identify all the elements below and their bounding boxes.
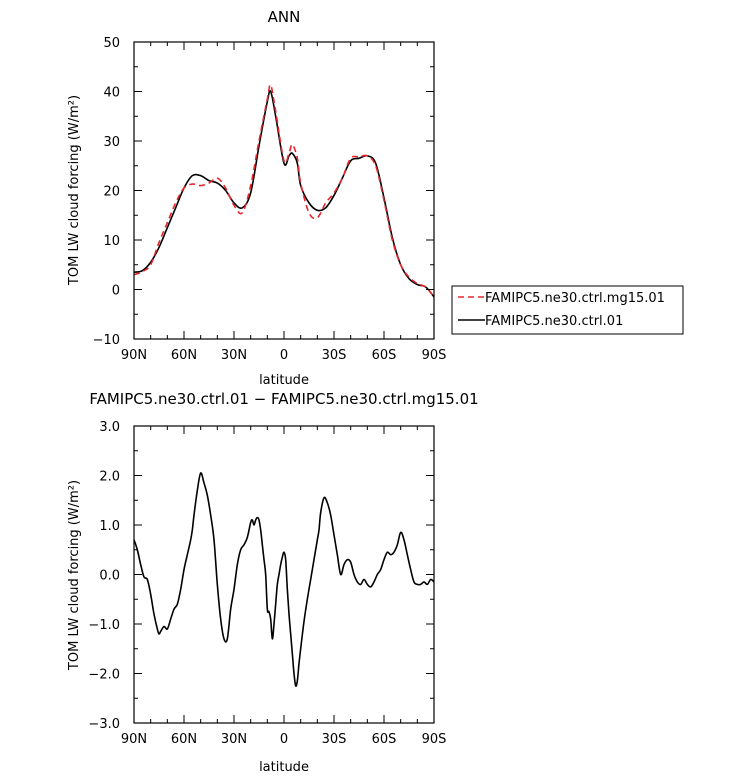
bottom-x-axis-title: latitude — [259, 760, 309, 775]
bottom-y-tick-label: 0.0 — [99, 569, 120, 584]
bottom-x-tick-label: 90S — [422, 732, 447, 747]
bottom-y-axis-title: TOM LW cloud forcing (W/m²) — [67, 480, 82, 671]
top-x-tick-label: 0 — [280, 348, 288, 363]
bottom-x-tick-label: 30N — [221, 732, 247, 747]
top-chart-title: ANN — [268, 8, 301, 26]
legend-label-mg15: FAMIPC5.ne30.ctrl.mg15.01 — [485, 291, 665, 306]
bottom-y-tick-label: −3.0 — [88, 717, 120, 732]
bottom-chart-ticks: 90N 60N 30N 0 30S 60S 90S 3.0 2.0 1.0 0.0 −1.0 −2.0 −… — [88, 420, 446, 747]
top-plot-frame — [133, 41, 435, 340]
top-y-tick-label: 50 — [103, 36, 120, 51]
top-y-tick-label: 0 — [112, 284, 120, 299]
top-x-tick-label: 90N — [121, 348, 147, 363]
top-y-axis-title: TOM LW cloud forcing (W/m²) — [67, 95, 82, 286]
bottom-chart-title: FAMIPC5.ne30.ctrl.01 − FAMIPC5.ne30.ctrl… — [89, 390, 478, 408]
top-series-line-1 — [133, 89, 435, 298]
bottom-x-tick-label: 90N — [121, 732, 147, 747]
top-x-tick-label: 60N — [171, 348, 197, 363]
top-y-tick-label: 30 — [103, 135, 120, 150]
top-x-tick-label: 30N — [221, 348, 247, 363]
top-x-axis-title: latitude — [259, 373, 309, 388]
top-x-tick-label: 60S — [372, 348, 397, 363]
bottom-x-tick-label: 30S — [322, 732, 347, 747]
bottom-series-line-0 — [133, 472, 435, 687]
bottom-y-tick-label: 3.0 — [99, 420, 120, 435]
bottom-x-tick-label: 60N — [171, 732, 197, 747]
top-x-tick-label: 90S — [422, 348, 447, 363]
bottom-y-tick-label: −2.0 — [88, 668, 120, 683]
top-y-tick-label: 10 — [103, 234, 120, 249]
top-y-tick-label: −10 — [93, 333, 120, 348]
top-series-line-0 — [133, 83, 435, 298]
legend-box — [451, 285, 684, 335]
bottom-chart: FAMIPC5.ne30.ctrl.01 − FAMIPC5.ne30.ctrl… — [67, 390, 479, 775]
top-chart: ANN 90N 60N 30N 0 30S 60S 90S 50 40 30 20 10 0 −10 la… — [67, 8, 446, 388]
top-y-tick-label: 20 — [103, 185, 120, 200]
legend: FAMIPC5.ne30.ctrl.mg15.01 FAMIPC5.ne30.c… — [451, 285, 684, 335]
legend-label-ctrl: FAMIPC5.ne30.ctrl.01 — [485, 314, 623, 329]
bottom-y-tick-label: 1.0 — [99, 519, 120, 534]
bottom-y-tick-label: −1.0 — [88, 618, 120, 633]
bottom-x-tick-label: 0 — [280, 732, 288, 747]
top-x-tick-label: 30S — [322, 348, 347, 363]
top-chart-lines — [133, 83, 435, 298]
top-chart-ticks: 90N 60N 30N 0 30S 60S 90S 50 40 30 20 10 0 −10 — [93, 36, 447, 363]
bottom-chart-lines — [133, 472, 435, 687]
bottom-x-tick-label: 60S — [372, 732, 397, 747]
bottom-plot-frame — [133, 425, 435, 724]
bottom-y-tick-label: 2.0 — [99, 470, 120, 485]
top-y-tick-label: 40 — [103, 86, 120, 101]
